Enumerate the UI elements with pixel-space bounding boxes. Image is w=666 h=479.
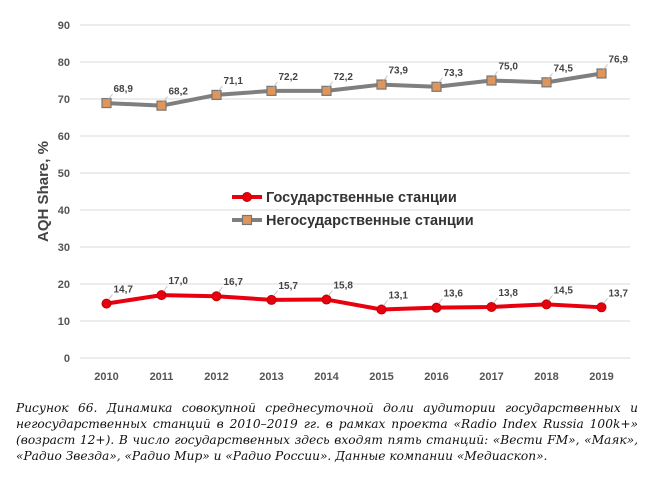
caption-text: Динамика совокупной среднесуточной доли … [16,401,639,463]
data-point [541,77,552,88]
data-point [266,85,277,96]
aqh-share-chart: 0 10 20 30 40 50 60 70 80 90 2010 2011 2012 2013 2014… [35,20,630,383]
data-point [211,89,222,101]
y-tick-labels: 0 10 20 30 40 50 60 70 80 90 [58,20,70,365]
data-label: 73,9 [389,66,409,77]
y-tick-label: 0 [64,353,70,365]
legend-label: Негосударственные станции [266,213,474,229]
y-tick-label: 40 [58,205,70,217]
y-tick-label: 80 [58,57,70,69]
label-leader [548,295,553,301]
label-leader [163,285,168,292]
legend-marker [241,214,253,226]
y-tick-label: 30 [58,242,70,254]
label-leader [163,96,168,102]
data-point [156,100,167,111]
data-point [541,299,552,310]
label-leader [218,85,223,92]
data-label: 13,6 [444,289,464,300]
caption-label: Рисунок 66. [16,401,98,415]
data-label: 14,7 [114,285,134,296]
label-leader [493,297,498,304]
y-tick-label: 20 [58,279,70,291]
x-tick-label: 2017 [479,371,503,383]
data-point [431,302,442,313]
x-tick-label: 2010 [94,371,118,383]
legend: Государственные станции Негосударственные… [232,190,474,229]
label-leader [328,81,333,88]
data-label: 72,2 [279,72,299,83]
data-point [596,68,607,79]
figure-caption: Рисунок 66. Динамика совокупной среднесу… [16,400,638,464]
data-point [596,302,607,313]
y-tick-label: 70 [58,94,70,106]
series-line [106,293,602,312]
data-label: 68,2 [169,87,189,98]
label-leader [603,64,608,70]
data-point [266,294,277,305]
data-label: 13,8 [499,288,519,299]
data-point [101,97,112,109]
x-tick-label: 2011 [150,371,174,383]
data-label: 13,7 [609,288,629,299]
data-label: 71,1 [224,76,244,87]
data-label: 75,0 [499,62,519,73]
data-point [321,85,332,96]
series-line [106,71,602,108]
y-axis-label: AQH Share, % [35,141,52,242]
x-tick-label: 2016 [424,371,448,383]
label-leader [383,300,388,306]
y-tick-label: 50 [58,168,70,180]
legend-marker [242,192,252,202]
label-leader [108,93,113,100]
label-leader [383,75,388,81]
x-tick-label: 2019 [589,371,613,383]
data-label: 68,9 [114,84,134,95]
label-leader [493,71,498,77]
x-tick-labels: 2010 2011 2012 2013 2014 2015 2016 2017 2018 2019 [94,371,613,383]
x-tick-label: 2013 [259,371,283,383]
data-point [431,81,442,92]
data-label: 74,5 [554,63,574,74]
label-leader [273,290,278,297]
label-leader [548,73,553,79]
label-leader [218,286,223,293]
data-label: 73,3 [444,68,464,79]
x-tick-label: 2012 [204,371,228,383]
series-state-stations: 14,7 17,0 16,7 15,7 15,8 13,1 13,6 13,8 14,5 13,7 [101,276,629,315]
data-point [211,291,222,302]
label-leader [603,298,608,304]
data-point [101,298,112,309]
label-leader [438,77,443,84]
x-tick-label: 2014 [314,371,339,383]
series-non-state-stations: 68,9 68,2 71,1 72,2 72,2 73,9 73,3 75,0 74,5 76,9 [101,54,629,111]
data-label: 15,8 [334,281,354,292]
series-layer: 14,7 17,0 16,7 15,7 15,8 13,1 13,6 13,8 14,5 13,7… [101,54,629,315]
data-point [376,304,387,315]
data-point [486,75,497,86]
y-tick-label: 90 [58,20,70,32]
data-label: 14,5 [554,285,574,296]
data-point [486,301,497,312]
data-label: 15,7 [279,281,299,292]
label-leader [108,294,113,300]
label-leader [328,290,333,296]
label-leader [273,81,278,88]
x-tick-label: 2015 [369,371,393,383]
y-tick-label: 10 [58,316,70,328]
gridlines [80,24,630,359]
data-point [156,290,167,301]
label-leader [438,298,443,304]
data-label: 76,9 [609,54,629,65]
data-label: 13,1 [389,291,409,302]
data-label: 16,7 [224,277,244,288]
x-tick-label: 2018 [534,371,558,383]
legend-label: Государственные станции [266,190,457,206]
data-point [376,79,387,90]
data-point [321,294,332,305]
data-label: 17,0 [169,276,189,287]
data-label: 72,2 [334,72,354,83]
y-tick-label: 60 [58,131,70,143]
